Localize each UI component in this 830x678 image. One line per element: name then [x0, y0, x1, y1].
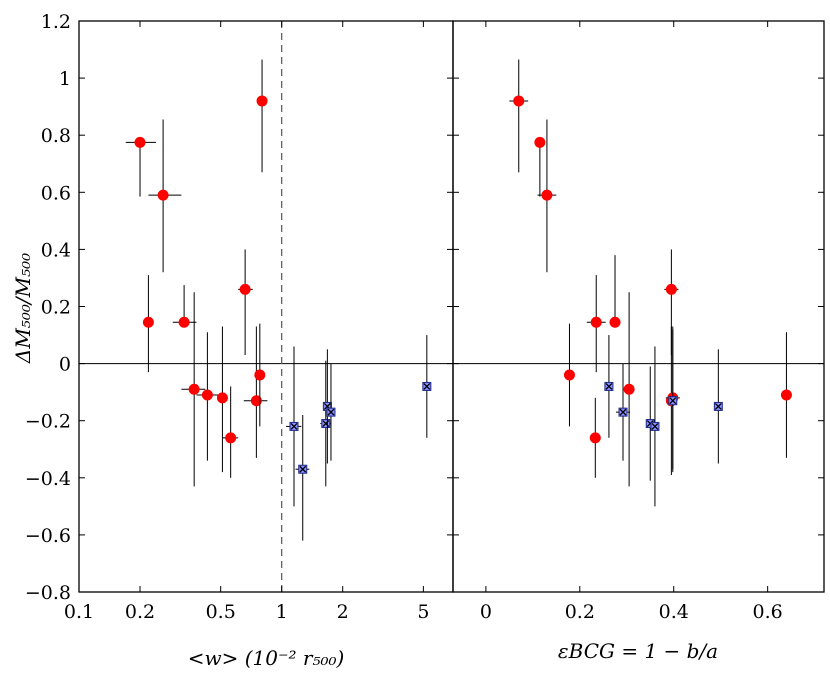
left-data-point: [322, 349, 332, 464]
left-data-point: [295, 414, 310, 541]
cross-glyph: [290, 422, 298, 430]
left-data-point: [256, 59, 268, 173]
right-data-point: [563, 323, 575, 427]
left-data-point: [148, 119, 182, 273]
red-circle-marker: [541, 189, 553, 201]
left-data-point: [181, 292, 206, 487]
right-data-point: [713, 349, 723, 464]
cross-glyph: [651, 422, 659, 430]
left-x-tick-label: 5: [417, 601, 429, 623]
left-data-point: [320, 360, 331, 487]
left-x-tick-label: 2: [337, 601, 349, 623]
red-circle-marker: [589, 432, 601, 444]
left-x-tick-label: 0.2: [125, 601, 155, 623]
left-x-tick-label: 0.5: [206, 601, 236, 623]
cross-glyph: [619, 408, 627, 416]
y-tick-label: 0.8: [41, 125, 71, 147]
right-data-point: [623, 292, 635, 487]
right-x-tick-label: 0.6: [753, 601, 783, 623]
left-data-point: [243, 326, 268, 458]
right-panel-frame: [452, 20, 825, 593]
y-tick-label: 1: [59, 68, 71, 90]
right-x-tick-label: 0.4: [659, 601, 689, 623]
left-data-point: [142, 275, 154, 373]
left-data-point: [216, 326, 228, 473]
red-circle-marker: [256, 95, 268, 107]
y-tick-label: 1.2: [41, 11, 71, 33]
red-circle-marker: [239, 283, 251, 295]
right-data-point: [650, 346, 660, 507]
red-circle-marker: [134, 136, 146, 148]
left-x-axis-title: <w> (10⁻² r₅₀₀): [188, 646, 345, 670]
cross-glyph: [669, 397, 677, 405]
cross-glyph: [423, 382, 431, 390]
left-data-point: [285, 346, 302, 507]
red-circle-marker: [590, 316, 602, 328]
red-circle-marker: [254, 369, 266, 381]
red-circle-marker: [225, 432, 237, 444]
cross-glyph: [605, 382, 613, 390]
left-data-point: [254, 323, 266, 427]
red-circle-marker: [513, 95, 525, 107]
red-circle-marker: [623, 383, 635, 395]
y-tick-label: 0.6: [41, 182, 71, 204]
right-data-point: [534, 136, 546, 197]
right-data-point: [509, 59, 529, 173]
red-circle-marker: [142, 316, 154, 328]
y-axis-title: ΔM₅₀₀/M₅₀₀: [11, 253, 35, 364]
right-data-point: [537, 119, 557, 273]
y-tick-label: −0.2: [25, 411, 71, 433]
red-circle-marker: [178, 316, 190, 328]
left-x-tick-label: 1: [276, 601, 288, 623]
cross-glyph: [299, 465, 307, 473]
cross-glyph: [714, 402, 722, 410]
left-data-point: [238, 249, 253, 356]
y-tick-label: 0.2: [41, 297, 71, 319]
red-circle-marker: [780, 389, 792, 401]
left-data-point: [422, 335, 432, 438]
right-data-point: [604, 335, 614, 438]
left-data-point: [196, 332, 219, 461]
red-circle-marker: [563, 369, 575, 381]
y-tick-label: −0.4: [25, 468, 71, 490]
right-x-tick-label: 0.2: [565, 601, 595, 623]
left-data-point: [326, 363, 336, 461]
right-data-point: [615, 363, 631, 461]
left-data-point: [222, 386, 239, 478]
left-panel-frame: [78, 20, 454, 593]
y-tick-label: −0.8: [25, 582, 71, 604]
right-data-point: [668, 329, 678, 473]
right-data-point: [589, 397, 601, 478]
red-circle-marker: [201, 389, 213, 401]
red-circle-marker: [609, 316, 621, 328]
left-data-point: [125, 136, 157, 197]
y-axis-ticks: 1.2 1 0.8 0.6 0.4 0.2 0 −0.2 −0.4 −0.6 −0.8: [25, 11, 71, 604]
right-x-tick-label: 0: [480, 601, 492, 623]
right-data-point: [780, 332, 792, 458]
y-tick-label: 0: [59, 354, 71, 376]
red-circle-marker: [250, 395, 262, 407]
red-circle-marker: [216, 392, 228, 404]
cross-glyph: [327, 408, 335, 416]
red-circle-marker: [157, 189, 169, 201]
y-tick-label: −0.6: [25, 525, 71, 547]
right-panel: 0 0.2 0.4 0.6: [452, 20, 825, 623]
y-tick-label: 0.4: [41, 239, 71, 261]
left-x-tick-label: 0.1: [64, 601, 94, 623]
red-circle-marker: [188, 383, 200, 395]
right-data-point: [609, 255, 621, 328]
right-x-axis-title: εBCG = 1 − b/a: [558, 639, 718, 663]
red-circle-marker: [665, 283, 677, 295]
right-data-point: [586, 275, 606, 373]
left-panel: 0.1 0.2 0.5 1 2 5: [64, 20, 454, 623]
left-data-point: [172, 285, 197, 328]
red-circle-marker: [534, 136, 546, 148]
